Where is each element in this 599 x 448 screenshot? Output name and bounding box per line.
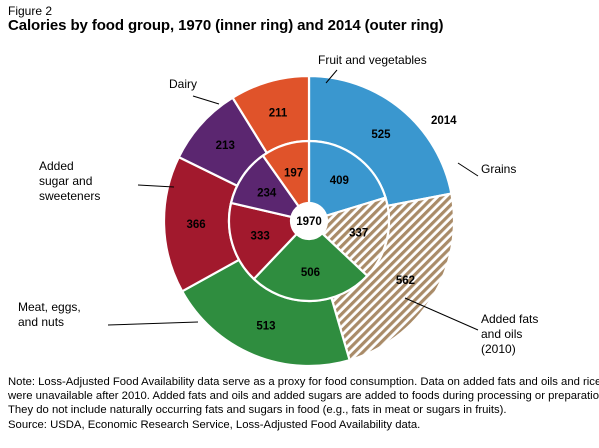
category-label-meat-eggs-nuts: Meat, eggs, and nuts bbox=[18, 300, 81, 329]
category-label-line: sweeteners bbox=[39, 189, 100, 203]
category-label-line: Meat, eggs, bbox=[18, 300, 81, 314]
inner-ring-1970 bbox=[227, 139, 391, 303]
category-labels: Grains Added fats and oils (2010) Meat, eggs… bbox=[18, 53, 538, 356]
category-label-line: sugar and bbox=[39, 174, 92, 188]
outer-value-label-grains: 525 bbox=[371, 129, 391, 141]
category-label-added-sugar: Added sugar and sweeteners bbox=[39, 159, 100, 203]
inner-value-label-fruit-vegetables: 197 bbox=[284, 167, 303, 179]
leader-lines bbox=[107, 69, 479, 331]
center-year-label: 1970 bbox=[296, 216, 322, 228]
leader-line-added-fats-and-oils bbox=[404, 297, 479, 331]
category-label-grains: Grains bbox=[481, 162, 516, 176]
category-label-line: Dairy bbox=[169, 77, 197, 91]
donut-chart: 409 337 506 333 234 197 525 562 513 366 213 211 Gra… bbox=[18, 53, 538, 368]
inner-value-label-grains: 409 bbox=[330, 175, 349, 187]
outer-value-label-fruit-vegetables: 211 bbox=[269, 107, 288, 119]
inner-value-label-added-sugar: 333 bbox=[251, 231, 270, 243]
inner-value-label-added-fats-and-oils: 337 bbox=[349, 228, 368, 240]
leader-line-grains bbox=[457, 162, 479, 177]
source-line: Source: USDA, Economic Research Service,… bbox=[8, 418, 421, 431]
category-label-line: and nuts bbox=[18, 315, 64, 329]
outer-value-label-added-fats-and-oils: 562 bbox=[396, 275, 415, 287]
figure-label: Figure 2 bbox=[8, 4, 53, 18]
outer-value-label-dairy: 213 bbox=[216, 140, 235, 152]
center-hole bbox=[291, 203, 327, 239]
inner-slice-added-fats-and-oils bbox=[320, 196, 391, 278]
outer-value-label-added-sugar: 366 bbox=[186, 219, 205, 231]
value-labels: 409 337 506 333 234 197 525 562 513 366 213 211 bbox=[186, 107, 415, 332]
category-label-dairy: Dairy bbox=[169, 77, 197, 91]
category-label-line: (2010) bbox=[481, 342, 516, 356]
leader-line-meat-eggs-nuts bbox=[107, 321, 199, 326]
inner-value-label-meat-eggs-nuts: 506 bbox=[301, 267, 320, 279]
outer-ring-year-label: 2014 bbox=[431, 115, 457, 127]
category-label-line: Grains bbox=[481, 162, 516, 176]
category-label-line: Added fats bbox=[481, 312, 538, 326]
inner-value-label-dairy: 234 bbox=[257, 188, 277, 200]
category-label-line: Added bbox=[39, 159, 74, 173]
note-line: Note: Loss-Adjusted Food Availability da… bbox=[8, 376, 599, 388]
note-line: They do not include naturally occurring … bbox=[8, 404, 507, 417]
outer-value-label-meat-eggs-nuts: 513 bbox=[256, 320, 275, 332]
chart-title: Calories by food group, 1970 (inner ring… bbox=[8, 17, 444, 34]
category-label-fruit-vegetables: Fruit and vegetables bbox=[318, 53, 427, 67]
leader-line-dairy bbox=[192, 95, 220, 105]
leader-line-added-sugar bbox=[137, 184, 175, 188]
category-label-line: and oils bbox=[481, 327, 522, 341]
category-label-line: Fruit and vegetables bbox=[318, 53, 427, 67]
leader-line-fruit-vegetables bbox=[325, 69, 338, 84]
chart-note: Note: Loss-Adjusted Food Availability da… bbox=[8, 375, 599, 432]
category-label-added-fats-and-oils: Added fats and oils (2010) bbox=[481, 312, 538, 356]
note-line: were unavailable after 2010. Added fats … bbox=[8, 390, 599, 403]
